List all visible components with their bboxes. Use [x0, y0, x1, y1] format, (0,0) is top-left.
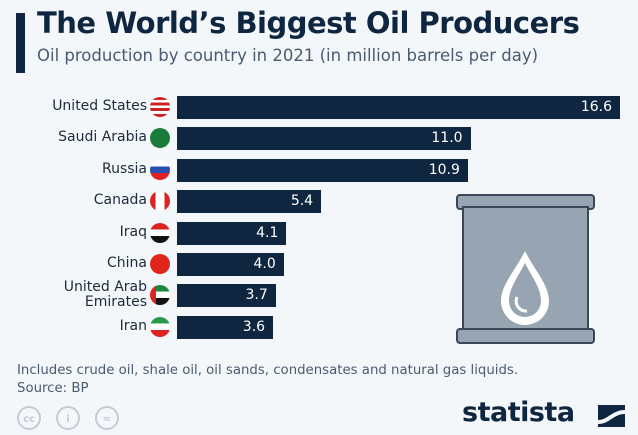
flag-icon	[150, 97, 170, 117]
value-label: 4.1	[256, 224, 279, 241]
statista-logo[interactable]: statista	[462, 397, 575, 428]
value-label: 4.0	[253, 256, 276, 272]
flag-icon	[150, 128, 170, 149]
value-label: 3.7	[245, 287, 268, 304]
flag-icon	[150, 254, 170, 274]
flag-icon	[150, 316, 170, 337]
value-label: 5.4	[290, 193, 314, 210]
attribution-icon[interactable]: i	[56, 406, 80, 430]
chart-subtitle: Oil production by country in 2021 (in mi…	[37, 46, 539, 65]
category-label: Saudi Arabia	[58, 129, 147, 146]
no-derivatives-icon[interactable]: =	[95, 406, 119, 430]
bar: 4.1	[177, 221, 287, 245]
flag-icon	[150, 285, 170, 306]
oil-barrel-icon	[456, 194, 595, 344]
chart-title: The World’s Biggest Oil Producers	[37, 6, 580, 40]
note-text: Includes crude oil, shale oil, oil sands…	[17, 363, 519, 378]
bar: 11.0	[177, 127, 471, 151]
value-label: 3.6	[242, 318, 266, 335]
title-accent-bar	[16, 13, 25, 73]
category-label: Russia	[101, 160, 147, 177]
category-label: Canada	[93, 192, 147, 209]
value-label: 10.9	[428, 161, 460, 178]
category-label: Iraq	[119, 223, 147, 240]
bar: 3.7	[177, 284, 276, 308]
category-label: United Arab Emirates	[63, 279, 147, 311]
bar: 3.6	[177, 315, 274, 339]
statista-logo-icon	[598, 405, 625, 427]
bar: 5.4	[177, 190, 322, 214]
source-text: Source: BP	[17, 381, 89, 396]
value-label: 11.0	[431, 130, 463, 147]
value-label: 16.6	[580, 99, 612, 115]
bar: 4.0	[177, 253, 284, 276]
category-label: China	[107, 255, 147, 271]
category-label: United States	[52, 98, 147, 114]
bar: 10.9	[177, 158, 468, 182]
footnote: Includes crude oil, shale oil, oil sands…	[17, 362, 518, 398]
cc-license-icon[interactable]: cc	[17, 406, 41, 430]
flag-icon	[150, 191, 170, 212]
category-label: Iran	[119, 317, 147, 334]
bar: 16.6	[177, 96, 620, 119]
flag-icon	[150, 222, 170, 243]
flag-icon	[150, 159, 170, 180]
